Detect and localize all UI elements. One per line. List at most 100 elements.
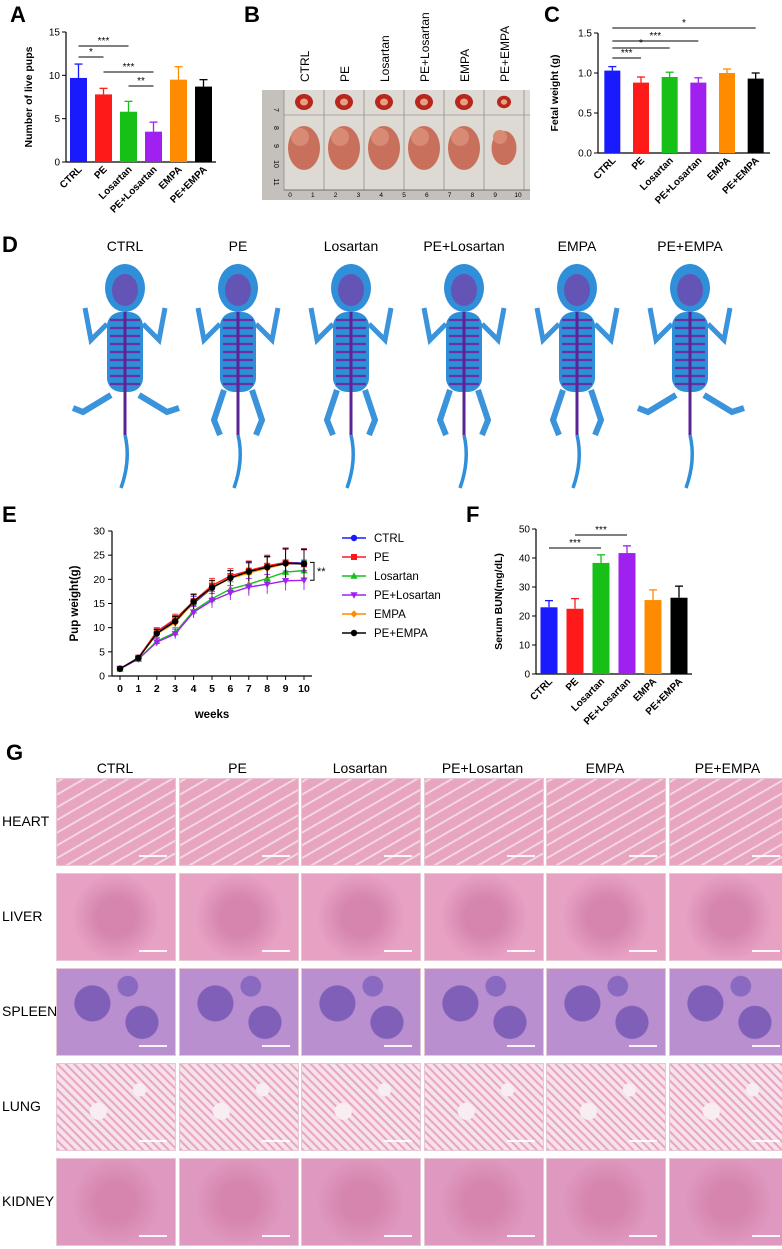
- scale-bar: [629, 1045, 657, 1047]
- y-tick-label: 1.5: [578, 29, 592, 40]
- histology-row-label: SPLEEN: [2, 1003, 58, 1019]
- right-leg: [702, 392, 745, 416]
- bar-losartan: [661, 77, 678, 153]
- point-pe-empa: [208, 584, 216, 591]
- point-pe-empa: [227, 574, 234, 582]
- right-arm: [706, 307, 733, 346]
- legend-label: PE: [374, 552, 390, 564]
- scale-bar: [506, 1140, 535, 1142]
- tail: [345, 434, 355, 489]
- right-arm: [141, 307, 168, 346]
- histology-tile: [668, 873, 782, 961]
- photo-grid: [284, 90, 530, 190]
- skull-bone: [112, 274, 138, 306]
- scale-bar: [506, 1235, 535, 1237]
- skeleton-label: PE+EMPA: [657, 238, 723, 254]
- x-tick-label: 3: [172, 683, 178, 695]
- fetus-head: [492, 129, 508, 145]
- point-pe-empa: [245, 568, 252, 575]
- ruler-label: 11: [272, 178, 279, 185]
- panel-letter-a: A: [10, 2, 26, 27]
- point-pe-empa: [116, 665, 124, 672]
- fetus-head: [451, 128, 469, 146]
- significance-label: **: [317, 566, 326, 578]
- scale-bar: [261, 1045, 290, 1047]
- legend-label: Losartan: [374, 571, 419, 583]
- y-tick-label: 5: [54, 114, 60, 125]
- point-pe-empa: [172, 618, 179, 625]
- scale-bar: [139, 1140, 167, 1142]
- y-tick-label: 30: [519, 583, 531, 594]
- histology-row-label: KIDNEY: [2, 1193, 55, 1209]
- ruler-label: 0: [288, 192, 292, 199]
- scale-bar: [261, 950, 290, 952]
- photo-label: CTRL: [298, 50, 312, 82]
- significance-label: ***: [649, 31, 661, 42]
- skull-bone: [677, 274, 703, 306]
- legend-marker-pe: [351, 554, 357, 560]
- histology-tile: [56, 778, 176, 866]
- ruler-label: 10: [514, 192, 522, 199]
- significance-label: ***: [621, 48, 633, 59]
- photo-label: PE+Losartan: [418, 12, 432, 82]
- histology-row-label: LUNG: [2, 1098, 41, 1114]
- y-tick-label: 0: [54, 158, 60, 169]
- skeleton-image: [308, 264, 394, 489]
- scale-bar: [506, 1045, 535, 1047]
- histology-tile: [423, 1063, 544, 1151]
- left-leg: [323, 389, 340, 437]
- y-axis-label: Serum BUN(mg/dL): [493, 553, 505, 650]
- ruler-label: 2: [334, 192, 338, 199]
- placenta-center: [460, 98, 468, 106]
- fetus-head: [411, 128, 429, 146]
- ruler-label: 7: [448, 192, 452, 199]
- right-arm: [593, 307, 620, 346]
- ruler-label: 10: [272, 160, 279, 168]
- significance-label: ***: [123, 62, 135, 73]
- point-pe-losartan: [208, 597, 216, 605]
- legend-label: PE+EMPA: [374, 628, 428, 640]
- significance-label: ***: [595, 525, 607, 536]
- histology-tile: [178, 968, 299, 1056]
- significance-label: ***: [98, 36, 110, 47]
- legend-label: PE+Losartan: [374, 590, 441, 602]
- right-arm: [254, 307, 281, 346]
- ruler-label: 8: [471, 192, 475, 199]
- histology-tile: [56, 968, 176, 1056]
- histology-tile: [423, 873, 544, 961]
- legend-marker-pe-losartan: [350, 592, 358, 599]
- bar-pe-empa: [195, 86, 212, 162]
- x-tick-label: PE: [564, 676, 581, 693]
- y-tick-label: 15: [49, 28, 61, 39]
- ruler-label: 9: [272, 144, 279, 148]
- placenta-center: [500, 99, 508, 105]
- scale-bar: [629, 1235, 657, 1237]
- photo-label: PE: [338, 66, 352, 82]
- scale-bar: [751, 1045, 780, 1047]
- right-leg: [362, 389, 379, 437]
- histology-tile: [178, 1063, 299, 1151]
- point-pe-losartan: [190, 609, 198, 616]
- tail: [232, 434, 242, 489]
- bar-pe: [633, 82, 649, 153]
- left-arm: [82, 307, 109, 346]
- point-pe-losartan: [171, 631, 179, 638]
- legend-marker-losartan: [350, 572, 358, 579]
- histology-tile: [301, 968, 421, 1056]
- histology-tile: [423, 968, 544, 1056]
- x-tick-label: 10: [298, 683, 310, 695]
- bar-ctrl: [604, 70, 621, 153]
- histology-column-label: CTRL: [96, 760, 134, 776]
- histology-tile: [546, 1158, 666, 1246]
- x-tick-label: 2: [154, 683, 160, 695]
- bar-losartan: [120, 111, 137, 162]
- ruler-label: 5: [402, 192, 406, 199]
- photo-label: Losartan: [378, 35, 392, 82]
- y-tick-label: 0: [524, 670, 530, 681]
- histology-tile: [178, 873, 299, 961]
- skull-bone: [564, 274, 590, 306]
- histology-column-label: EMPA: [585, 760, 625, 776]
- photo-label: EMPA: [458, 49, 472, 82]
